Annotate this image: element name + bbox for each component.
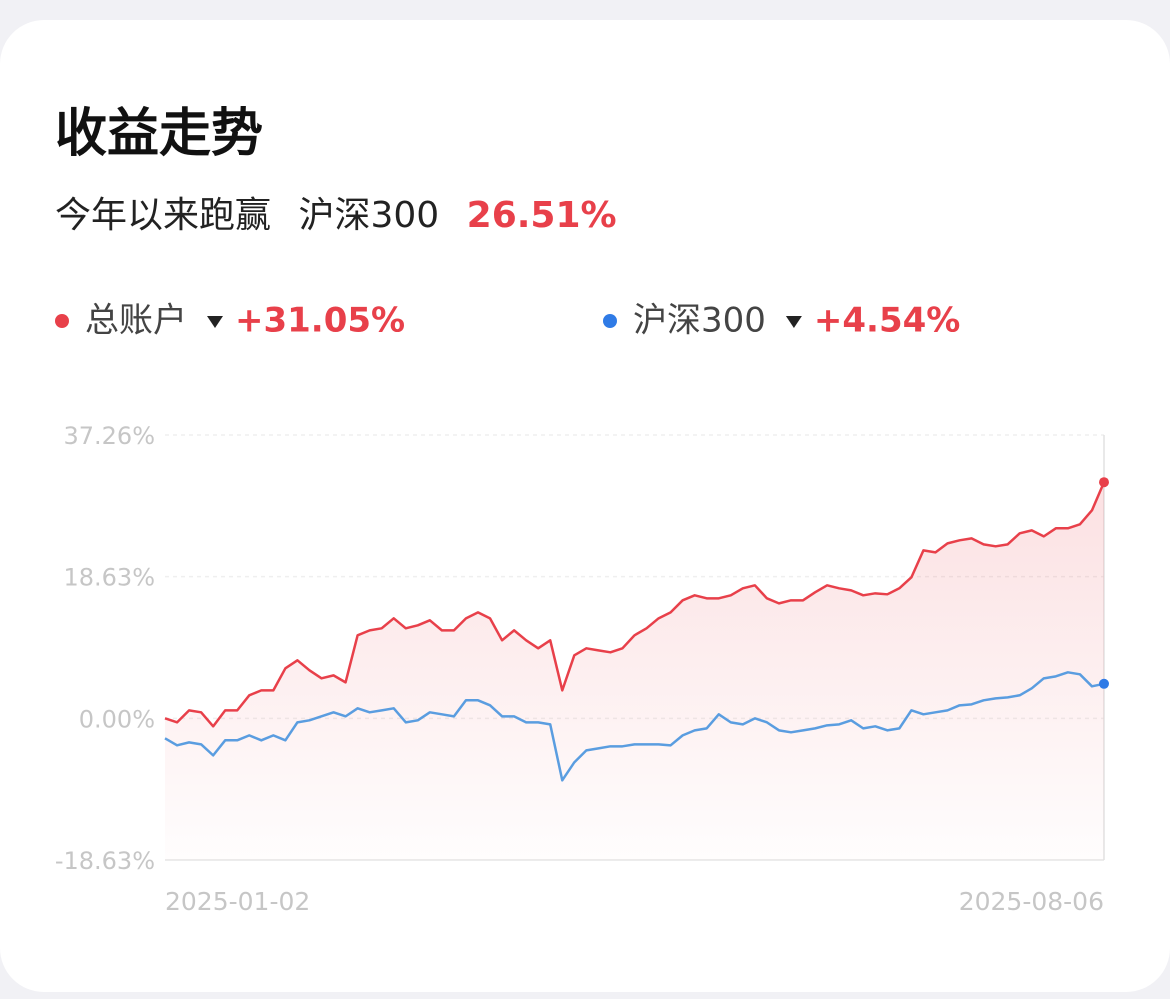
y-tick-label: -18.63%	[55, 847, 155, 875]
subtitle-benchmark: 沪深300	[298, 195, 439, 236]
series-line	[164, 671, 1105, 782]
legend-dot	[603, 314, 617, 328]
legend-value: +4.54%	[814, 301, 960, 341]
y-tick-label: 18.63%	[63, 564, 155, 592]
series-line	[164, 481, 1106, 728]
legend-dropdown	[785, 316, 802, 328]
y-tick-label: 0.00%	[79, 705, 155, 733]
legend-dropdown	[207, 316, 223, 328]
chart-title: 收益走势	[55, 104, 263, 164]
legend-label: 沪深300	[633, 301, 766, 341]
legend-dot	[55, 314, 69, 328]
legend-label: 总账户	[85, 301, 187, 341]
area	[165, 482, 1104, 860]
end-dot	[1099, 678, 1109, 689]
subtitle: 今年以来跑赢 沪深300 26.51%	[55, 195, 617, 236]
end-dot	[1099, 477, 1109, 488]
y-tick-label: 37.26%	[63, 422, 155, 450]
subtitle-text: 今年以来跑赢	[55, 195, 271, 236]
subtitle-value: 26.51%	[467, 195, 617, 236]
x-tick-label: 2025-01-02	[165, 887, 310, 916]
x-tick-label: 2025-08-06	[959, 887, 1104, 916]
legend-value: +31.05%	[235, 301, 405, 341]
